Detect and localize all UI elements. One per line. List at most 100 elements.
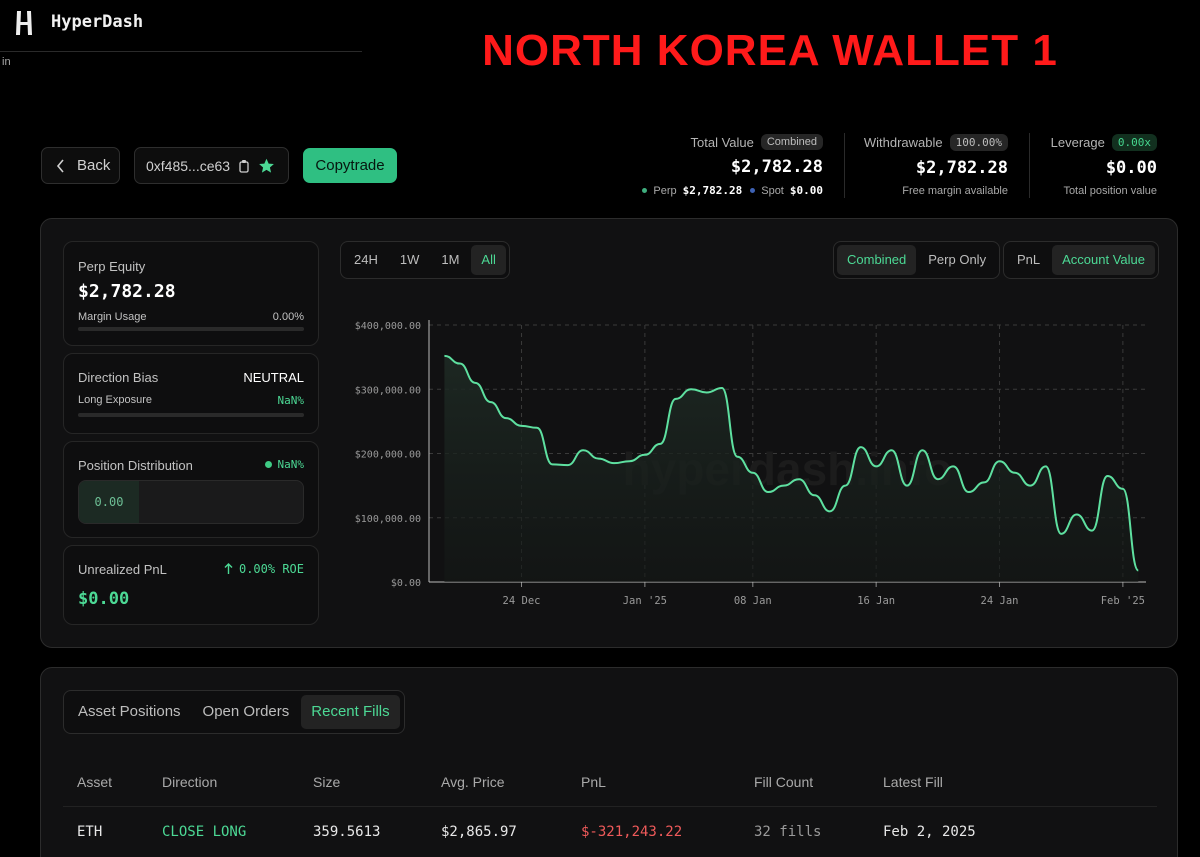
back-label: Back (77, 157, 111, 174)
spot-label: Spot (761, 184, 784, 197)
spot-dot-icon (750, 188, 756, 193)
metric-account-value[interactable]: Account Value (1052, 245, 1156, 275)
stat-divider (844, 133, 845, 198)
scope-perp-only[interactable]: Perp Only (928, 252, 987, 267)
perp-dot-icon (642, 188, 648, 193)
arrow-up-icon (224, 563, 233, 574)
withdrawable-value: $2,782.28 (915, 158, 1008, 178)
margin-usage-bar (78, 327, 304, 331)
leverage-stat: Leverage 0.00x $0.00 Total position value (1051, 134, 1157, 197)
status-dot-icon (264, 461, 272, 468)
x-tick-label: Feb '25 (1101, 595, 1145, 607)
y-tick-label: $300,000.00 (355, 385, 421, 396)
y-tick-label: $100,000.00 (355, 514, 421, 525)
leverage-badge: 0.00x (1111, 134, 1157, 151)
x-tick-label: 08 Jan (734, 595, 772, 607)
scope-combined[interactable]: Combined (837, 245, 917, 275)
copytrade-button[interactable]: Copytrade (303, 148, 397, 183)
tab-asset-positions[interactable]: Asset Positions (78, 703, 181, 720)
app-name[interactable]: HyperDash (51, 12, 144, 32)
total-value: $2,782.28 (730, 157, 823, 177)
col-fill-count[interactable]: Fill Count (754, 774, 814, 790)
leverage-sub: Total position value (1063, 185, 1157, 197)
y-tick-label: $200,000.00 (355, 450, 421, 461)
wallet-address-chip[interactable]: 0xf485...ce63 (134, 147, 289, 184)
hyperdash-logo-icon (16, 11, 32, 35)
position-distribution-card: Position Distribution NaN% 0.00 (63, 441, 319, 538)
cell-pnl: $-321,243.22 (581, 824, 683, 840)
perp-equity-card: Perp Equity $2,782.28 Margin Usage 0.00% (63, 241, 319, 346)
margin-usage-value: 0.00% (272, 311, 304, 323)
unrealized-pnl-card: Unrealized PnL 0.00% ROE $0.00 (63, 545, 319, 625)
cell-asset: ETH (77, 824, 103, 840)
direction-bias-card: Direction Bias NEUTRAL Long Exposure NaN… (63, 353, 319, 434)
perp-label: Perp (653, 184, 677, 197)
total-value-stat: Total Value Combined $2,782.28 Perp $2,78… (642, 134, 823, 197)
series-area (444, 355, 1139, 582)
cell-fill-count: 32 fills (754, 824, 822, 840)
leverage-value: $0.00 (1105, 158, 1157, 178)
position-distribution-label: Position Distribution (78, 458, 193, 473)
range-all[interactable]: All (471, 245, 506, 275)
distribution-segment: 0.00 (79, 481, 139, 523)
col-latest-fill[interactable]: Latest Fill (883, 774, 943, 790)
tab-open-orders[interactable]: Open Orders (202, 703, 290, 720)
position-distribution-value: NaN% (277, 458, 305, 471)
positions-tabs: Asset Positions Open Orders Recent Fills (63, 690, 405, 734)
roe-value: 0.00% ROE (238, 562, 304, 576)
cell-size: 359.5613 (313, 824, 381, 840)
cell-latest-fill: Feb 2, 2025 (883, 824, 976, 840)
total-value-label: Total Value (690, 134, 754, 150)
tab-recent-fills[interactable]: Recent Fills (301, 695, 400, 729)
cell-direction: CLOSE LONG (162, 824, 247, 840)
cell-avg-price: $2,865.97 (441, 824, 517, 840)
scope-selector: Combined Perp Only (833, 241, 1001, 279)
unrealized-pnl-value: $0.00 (78, 589, 130, 609)
perp-value: $2,782.28 (682, 184, 743, 197)
stat-divider (1029, 133, 1030, 198)
x-tick-label: 24 Dec (503, 595, 541, 607)
range-1m[interactable]: 1M (441, 252, 460, 267)
unrealized-pnl-label: Unrealized PnL (78, 562, 167, 577)
back-button[interactable]: Back (41, 147, 120, 184)
perp-equity-value: $2,782.28 (78, 281, 176, 302)
time-range-selector: 24H 1W 1M All (340, 241, 510, 279)
long-exposure-label: Long Exposure (78, 394, 152, 406)
spot-value: $0.00 (789, 184, 823, 197)
margin-usage-label: Margin Usage (78, 311, 147, 323)
chevron-left-icon (56, 158, 64, 173)
direction-bias-label: Direction Bias (78, 370, 159, 385)
wallet-address: 0xf485...ce63 (146, 157, 231, 174)
long-exposure-value: NaN% (277, 394, 305, 407)
long-exposure-bar (78, 413, 304, 417)
y-tick-label: $400,000.00 (355, 321, 421, 332)
account-value-chart[interactable]: $0.00 $100,000.00 $200,000.00 $300,000.00 $4… (340, 300, 1160, 620)
y-tick-label: $0.00 (391, 578, 421, 589)
x-tick-label: 24 Jan (981, 595, 1019, 607)
header-divider (0, 51, 362, 52)
stray-text: in (2, 56, 11, 68)
distribution-box: 0.00 (78, 480, 304, 524)
perp-equity-label: Perp Equity (78, 259, 146, 274)
col-direction[interactable]: Direction (162, 774, 218, 790)
combined-badge: Combined (760, 134, 823, 150)
range-24h[interactable]: 24H (354, 252, 378, 267)
star-icon[interactable] (258, 158, 275, 174)
metric-selector: PnL Account Value (1003, 241, 1160, 279)
withdrawable-stat: Withdrawable 100.00% $2,782.28 Free margi… (864, 134, 1008, 197)
col-pnl[interactable]: PnL (581, 774, 606, 790)
range-1w[interactable]: 1W (399, 252, 420, 267)
col-size[interactable]: Size (313, 774, 341, 790)
copy-icon[interactable] (238, 159, 250, 173)
leverage-label: Leverage (1050, 135, 1105, 150)
withdrawable-sub: Free margin available (902, 185, 1008, 197)
table-divider (63, 806, 1157, 807)
x-tick-label: Jan '25 (623, 595, 667, 607)
col-avg-price[interactable]: Avg. Price (441, 774, 505, 790)
headline-overlay: NORTH KOREA WALLET 1 (482, 26, 1058, 75)
x-tick-label: 16 Jan (857, 595, 895, 607)
direction-bias-value: NEUTRAL (243, 370, 304, 385)
metric-pnl[interactable]: PnL (1017, 252, 1041, 267)
series-line (444, 354, 1140, 572)
col-asset[interactable]: Asset (77, 774, 113, 790)
